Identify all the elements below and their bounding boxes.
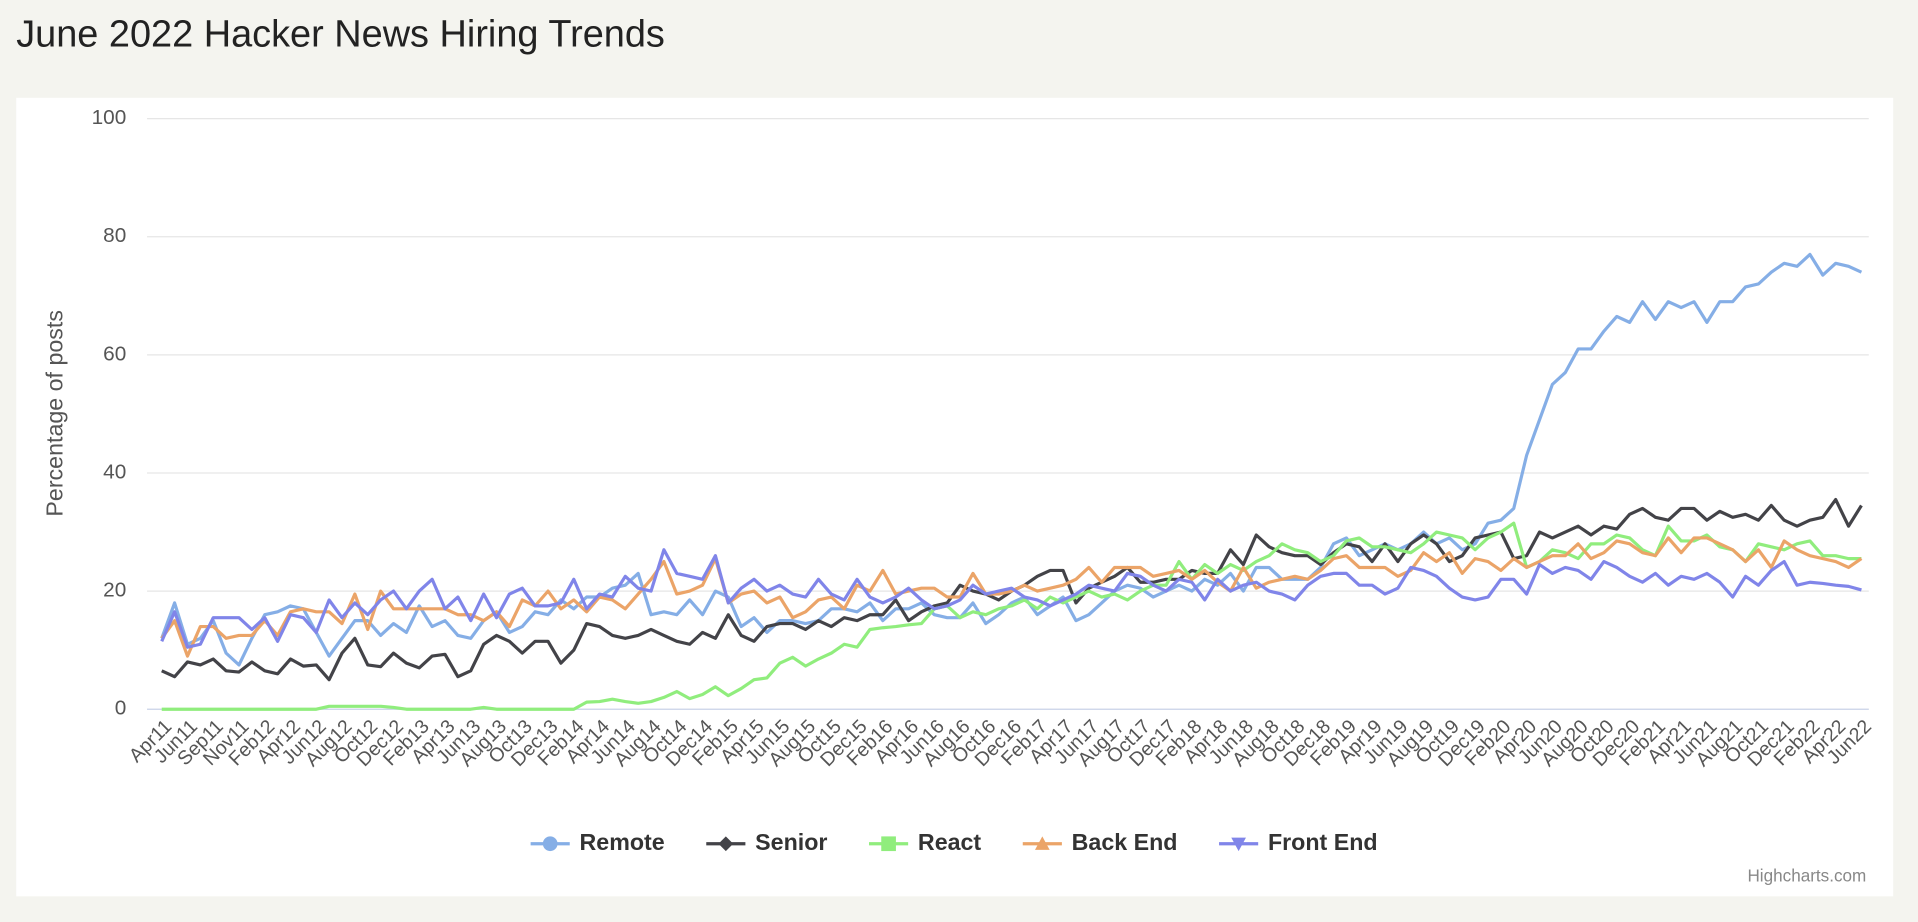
series-line	[161, 521, 1862, 711]
legend-symbol	[881, 836, 896, 852]
legend-item[interactable]: React	[869, 829, 981, 855]
y-tick-label: 0	[115, 697, 127, 720]
y-tick-label: 80	[103, 224, 126, 247]
legend-symbol	[1231, 837, 1246, 852]
y-tick-label: 20	[103, 579, 126, 602]
y-tick-label: 40	[103, 460, 126, 483]
legend-label: React	[918, 829, 982, 855]
legend-item[interactable]: Remote	[530, 829, 665, 855]
y-tick-label: 100	[92, 106, 127, 129]
chart-title: June 2022 Hacker News Hiring Trends	[16, 14, 665, 56]
legend-label: Senior	[755, 829, 827, 855]
legend-item[interactable]: Front End	[1219, 829, 1378, 855]
legend-symbol	[718, 836, 734, 852]
credits: Highcharts.com	[1747, 867, 1866, 886]
y-axis-label: Percentage of posts	[42, 310, 68, 517]
legend-item[interactable]: Back End	[1022, 829, 1178, 855]
series-line	[160, 252, 1863, 667]
legend-label: Front End	[1268, 829, 1378, 855]
y-tick-label: 60	[103, 342, 126, 365]
series-line	[160, 548, 1862, 649]
legend-symbol	[542, 836, 558, 852]
legend-symbol	[1034, 836, 1050, 850]
legend-label: Back End	[1072, 829, 1178, 855]
legend-item[interactable]: Senior	[706, 829, 827, 855]
chart-panel	[16, 97, 1894, 897]
legend-label: Remote	[580, 829, 665, 855]
